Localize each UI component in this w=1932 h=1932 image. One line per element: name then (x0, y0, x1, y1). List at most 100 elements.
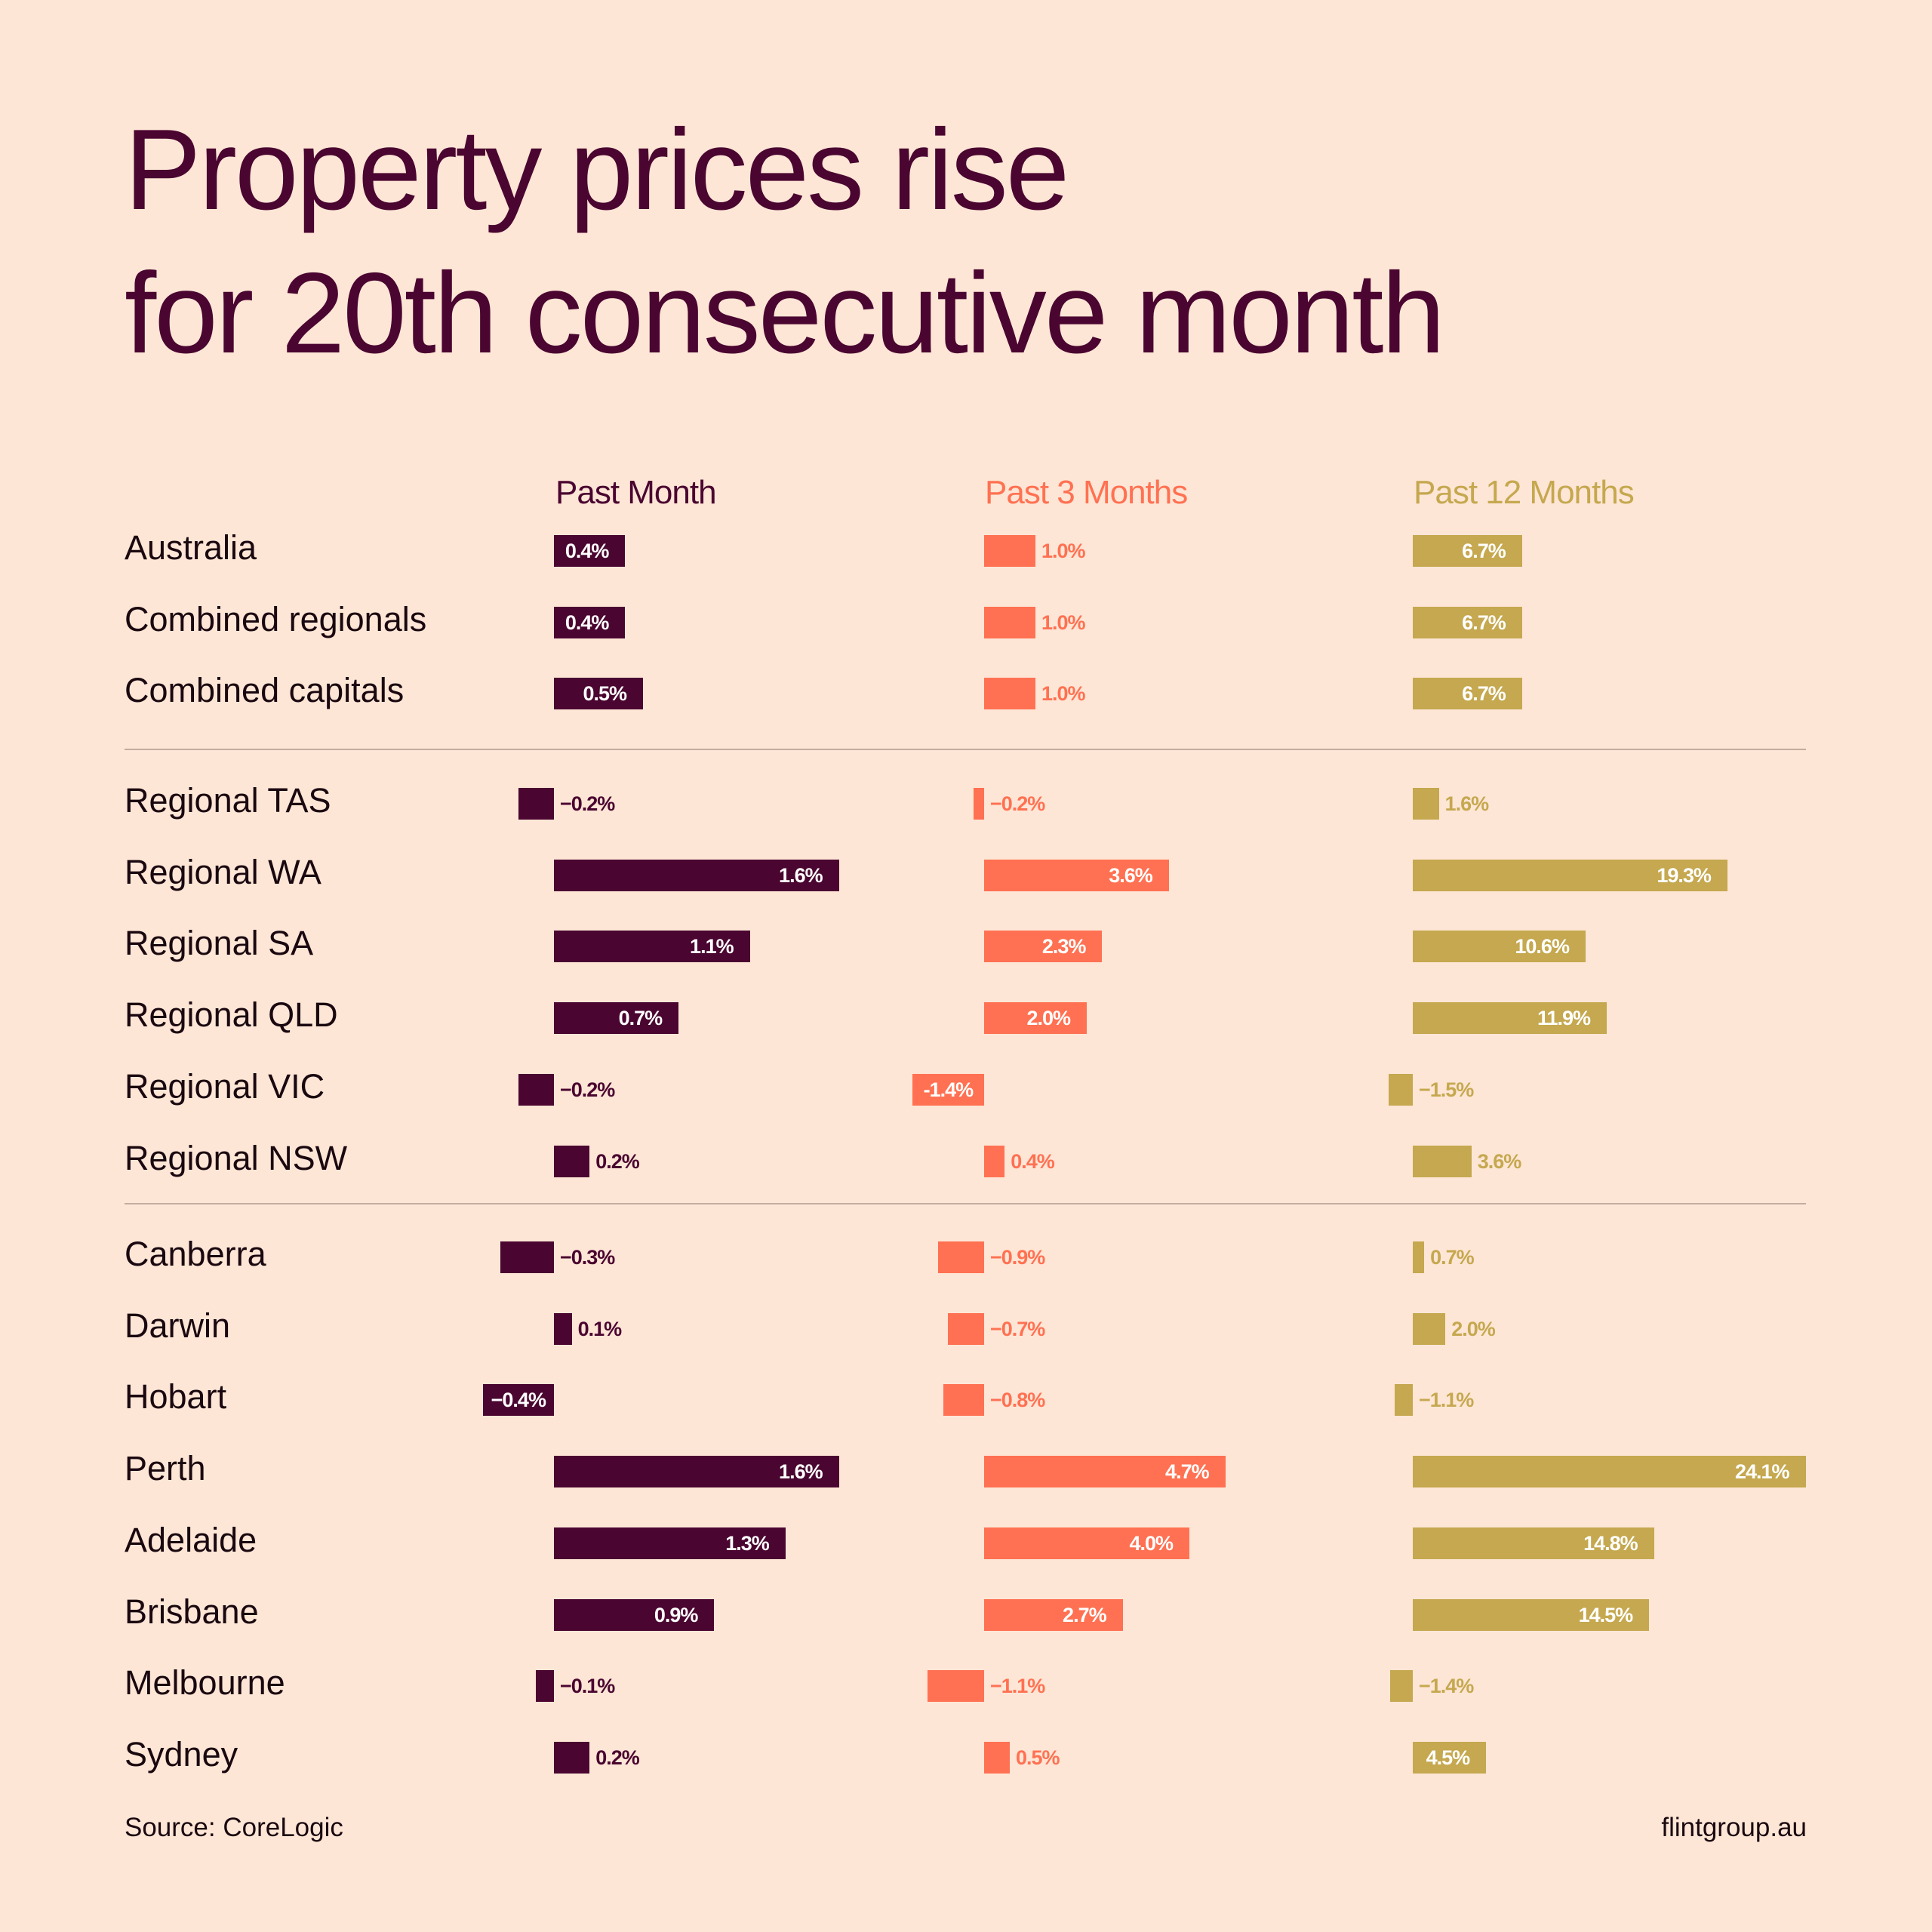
value-label: 0.5% (1016, 1746, 1060, 1769)
row-label: Perth (125, 1449, 206, 1488)
value-label: 1.6% (1444, 792, 1490, 815)
bar (943, 1384, 984, 1417)
bar (518, 788, 554, 820)
value-label: −0.3% (560, 1246, 615, 1269)
value-label: 1.0% (1041, 540, 1086, 562)
bar (1413, 1145, 1472, 1177)
row-label: Regional QLD (125, 995, 338, 1035)
bar (554, 1527, 786, 1559)
value-label: 1.1% (690, 935, 734, 958)
brand-url: flintgroup.au (1661, 1813, 1807, 1842)
value-label: 0.7% (1430, 1246, 1475, 1269)
bar (984, 1598, 1123, 1631)
value-label: 0.4% (565, 540, 610, 562)
bar (1413, 678, 1522, 710)
bar (984, 931, 1103, 963)
source-note: Source: CoreLogic (125, 1813, 343, 1842)
value-label: 1.3% (725, 1531, 770, 1555)
bar (984, 1456, 1226, 1488)
bar (554, 931, 750, 963)
value-label: 10.6% (1515, 935, 1570, 958)
bar (937, 1241, 984, 1273)
bar (984, 535, 1035, 567)
bar (554, 1598, 715, 1631)
value-label: 0.2% (595, 1746, 640, 1769)
bar (1413, 859, 1727, 891)
bar (1413, 1456, 1806, 1488)
row-label: Regional TAS (125, 781, 331, 820)
bar (984, 606, 1035, 638)
row-label: Australia (125, 528, 257, 567)
value-label: 2.7% (1063, 1603, 1107, 1626)
bar (1389, 1670, 1413, 1703)
value-label: 2.3% (1041, 935, 1087, 958)
value-label: 1.0% (1041, 682, 1086, 706)
value-label: 2.0% (1451, 1317, 1496, 1340)
bar (1413, 931, 1586, 963)
bar (1413, 1002, 1607, 1035)
row-label: Adelaide (125, 1520, 257, 1559)
value-label: 19.3% (1657, 863, 1712, 887)
bar (1413, 1741, 1487, 1774)
value-label: −0.9% (990, 1246, 1045, 1269)
value-label: 14.5% (1578, 1603, 1634, 1626)
row-label: Canberra (125, 1235, 266, 1273)
bar (984, 678, 1035, 710)
row-label: Regional WA (125, 852, 321, 891)
value-label: 0.1% (577, 1317, 623, 1340)
bar (984, 1527, 1189, 1559)
value-label: 11.9% (1537, 1007, 1591, 1030)
value-label: 24.1% (1734, 1460, 1790, 1484)
value-label: 1.6% (779, 1460, 823, 1484)
value-label: −0.7% (990, 1317, 1045, 1340)
bar (1413, 1527, 1654, 1559)
row-label: Regional SA (125, 924, 314, 963)
bar (500, 1241, 554, 1273)
bar (1413, 1241, 1425, 1273)
value-label: 4.7% (1165, 1460, 1210, 1484)
value-label: −0.8% (990, 1389, 1045, 1412)
value-label: −0.2% (990, 792, 1045, 815)
bar (974, 788, 984, 820)
value-label: −1.4% (1419, 1675, 1474, 1698)
title-line-1: Property prices rise (125, 106, 1069, 234)
column-header-2: Past 3 Months (985, 474, 1188, 511)
row-label: Hobart (125, 1377, 227, 1417)
bar (984, 1741, 1010, 1774)
bar (554, 859, 839, 891)
value-label: 2.0% (1026, 1007, 1071, 1030)
value-label: 1.0% (1041, 611, 1086, 634)
bar (984, 859, 1169, 891)
bar (554, 1312, 572, 1345)
value-label: −0.4% (491, 1389, 546, 1412)
value-label: −0.2% (560, 792, 615, 815)
title-line-2: for 20th consecutive month (125, 249, 1445, 377)
bar (912, 1073, 984, 1106)
row-label: Sydney (125, 1734, 238, 1774)
row-label: Combined regionals (125, 599, 427, 638)
value-label: 0.4% (565, 611, 610, 634)
value-label: 3.6% (1477, 1149, 1522, 1173)
bar (554, 1002, 679, 1035)
row-label: Regional NSW (125, 1138, 348, 1177)
bar (554, 1456, 839, 1488)
value-label: 6.7% (1462, 540, 1506, 562)
bar (482, 1384, 554, 1417)
row-label: Darwin (125, 1306, 231, 1345)
row-label: Regional VIC (125, 1066, 325, 1106)
row-label: Melbourne (125, 1663, 285, 1703)
bar (554, 606, 626, 638)
value-label: 6.7% (1462, 611, 1506, 634)
value-label: 0.4% (1011, 1149, 1055, 1173)
value-label: −1.1% (990, 1675, 1045, 1698)
column-header-1: Past Month (555, 474, 717, 511)
value-label: −0.2% (560, 1078, 615, 1101)
row-label: Brisbane (125, 1592, 259, 1631)
value-label: 4.0% (1129, 1531, 1174, 1555)
value-label: 3.6% (1109, 863, 1153, 887)
value-label: −0.1% (560, 1675, 615, 1698)
bar (536, 1670, 554, 1703)
column-header-3: Past 12 Months (1414, 474, 1635, 511)
value-label: 1.6% (779, 863, 823, 887)
value-label: 0.7% (618, 1007, 663, 1030)
